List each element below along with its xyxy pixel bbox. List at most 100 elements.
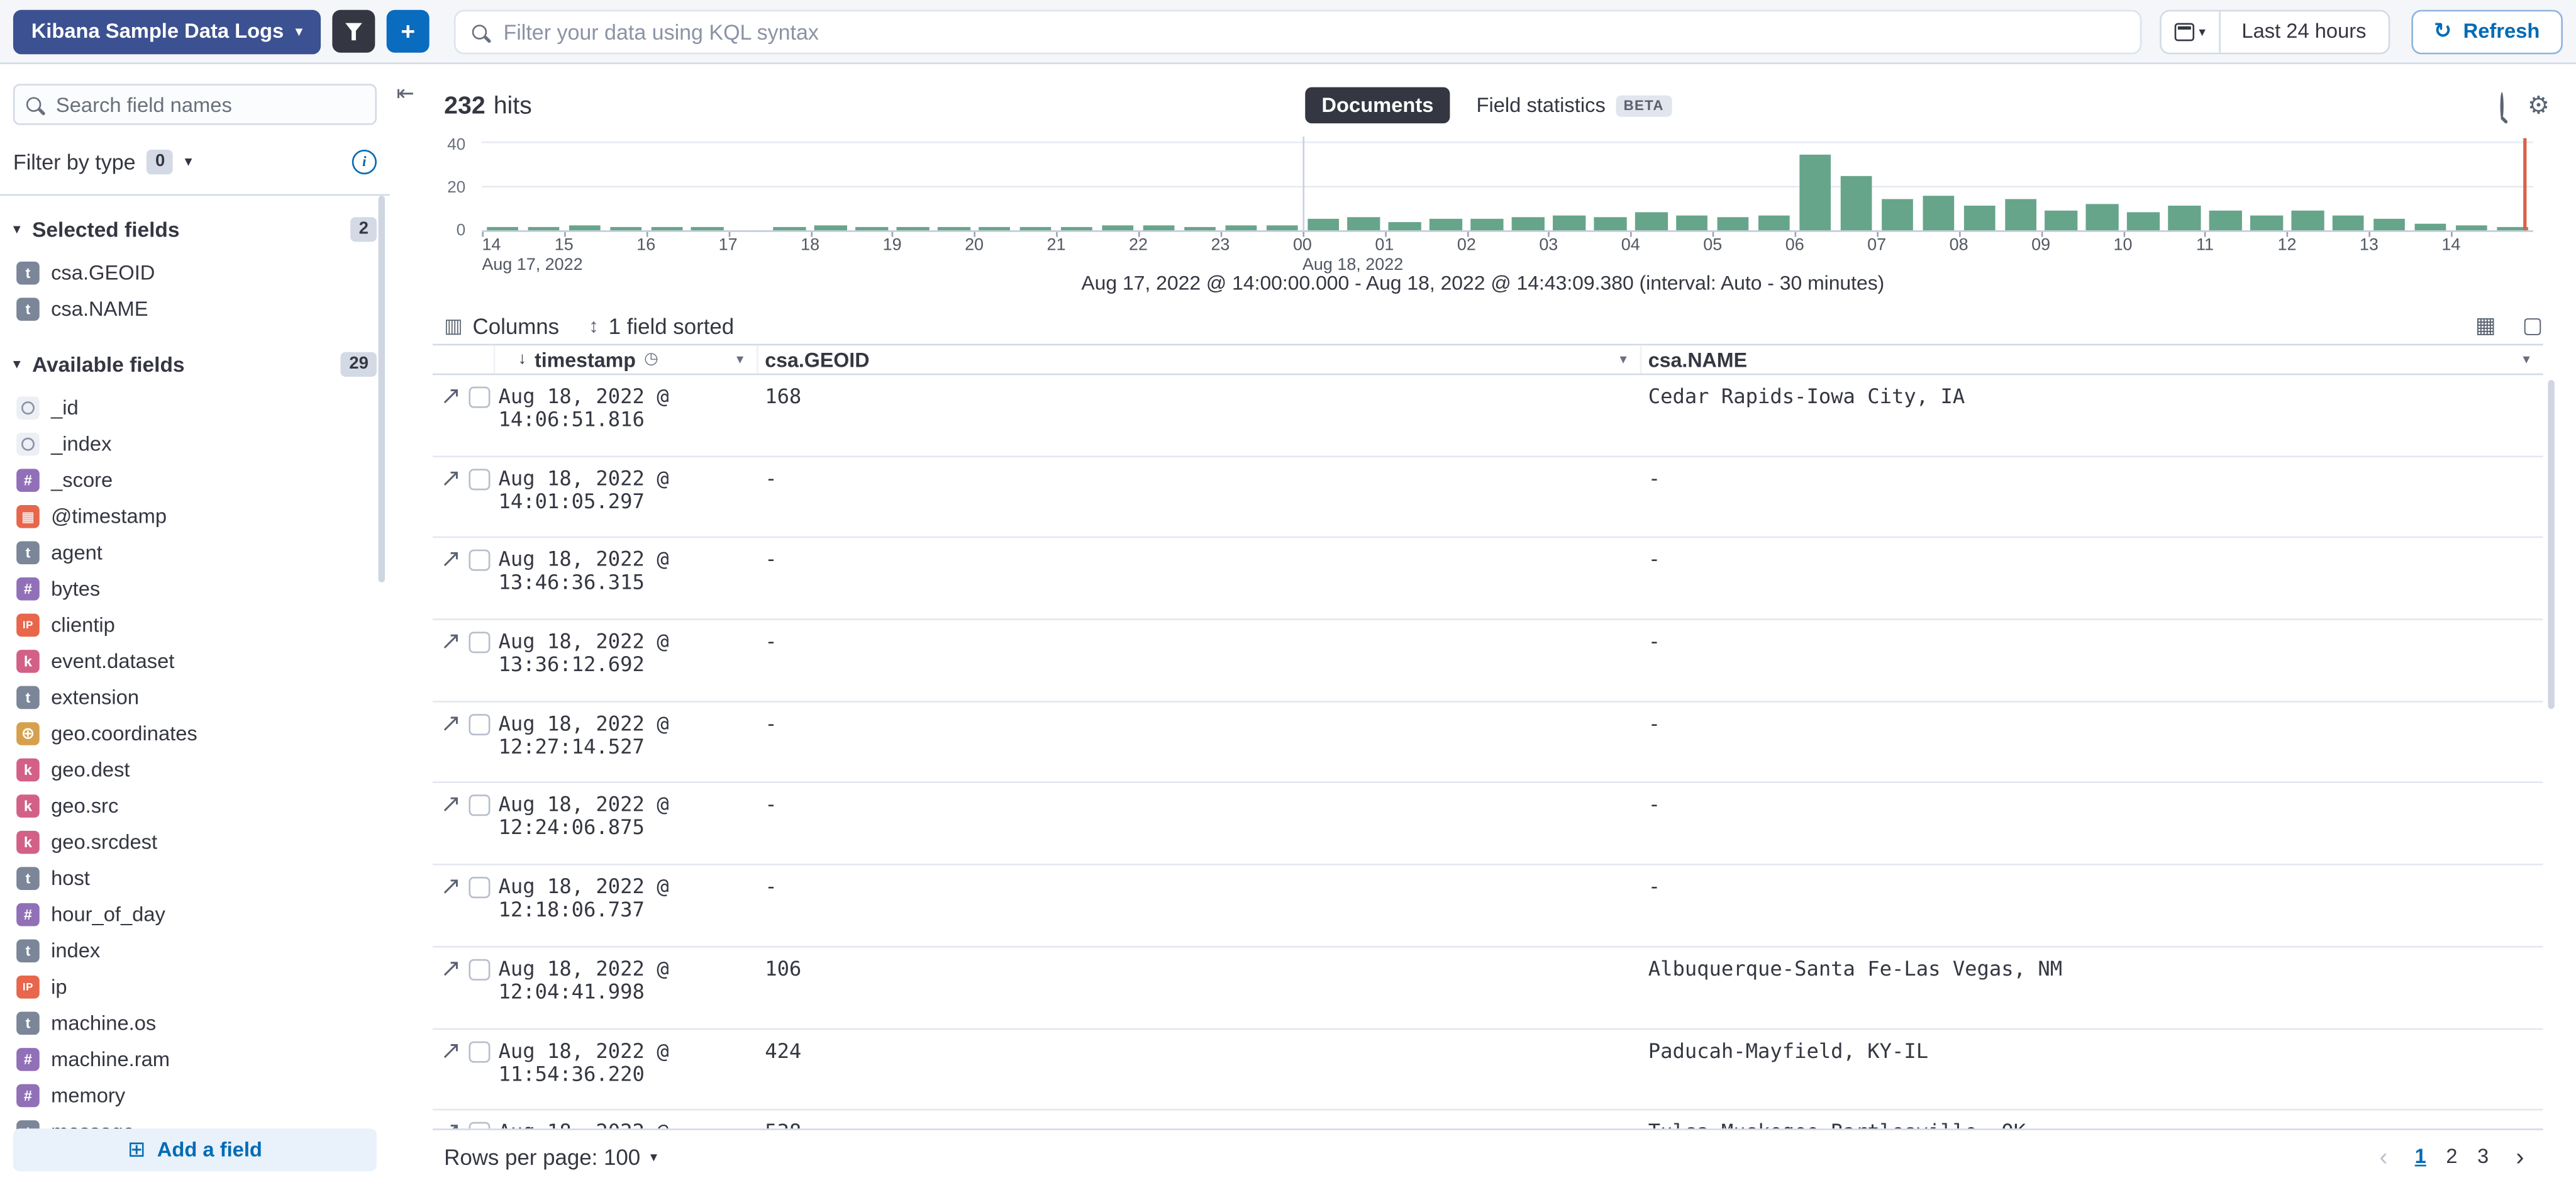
column-menu-icon[interactable]: ▾ [736,350,743,369]
histogram-bar [2292,211,2324,230]
filter-by-type-label: Filter by type [13,149,136,174]
field-item-bytes[interactable]: #bytes [13,571,377,608]
row-checkbox[interactable] [469,713,490,735]
beta-badge: BETA [1616,94,1672,116]
columns-button[interactable]: ▥ Columns [444,313,559,338]
expand-row-icon[interactable] [443,1124,459,1128]
expand-row-icon[interactable] [443,552,459,568]
field-type-icon: k [16,831,40,854]
tab-documents[interactable]: Documents [1305,87,1450,124]
page-button-1[interactable]: 1 [2405,1145,2436,1168]
filter-by-type-button[interactable]: Filter by type 0 ▾ i [13,142,377,181]
field-item-hour_of_day[interactable]: #hour_of_day [13,896,377,933]
field-item-machine.ram[interactable]: #machine.ram [13,1042,377,1078]
field-item-extension[interactable]: textension [13,679,377,716]
info-icon[interactable]: i [352,149,377,174]
display-density-icon[interactable]: ▦ [2475,313,2496,339]
field-label: _id [51,396,79,420]
field-item-csa.GEOID[interactable]: tcsa.GEOID [13,255,377,291]
field-type-icon: t [16,262,40,285]
field-item-geo.srcdest[interactable]: kgeo.srcdest [13,824,377,860]
cell-timestamp: Aug 18, 2022 @ 14:01:05.297 [495,457,758,537]
cell-timestamp: Aug 18, 2022 @ 13:46:36.315 [495,538,758,618]
field-item-host[interactable]: thost [13,860,377,897]
field-item-memory[interactable]: #memory [13,1077,377,1114]
x-tick-label: 05 [1703,237,1722,255]
column-menu-icon[interactable]: ▾ [2523,350,2529,369]
row-checkbox[interactable] [469,550,490,572]
field-item-_score[interactable]: #_score [13,462,377,499]
next-page-button[interactable]: › [2504,1142,2536,1170]
expand-row-icon[interactable] [443,470,459,486]
available-fields-header[interactable]: ▾ Available fields 29 [13,348,377,378]
field-search-input[interactable] [53,91,364,118]
column-header-timestamp[interactable]: ↓ timestamp ◷ ▾ [495,345,758,373]
collapse-sidebar-button[interactable]: ⇤ [396,81,414,107]
tab-field-statistics[interactable]: Field statistics BETA [1460,87,1689,124]
row-checkbox[interactable] [469,959,490,980]
add-filter-button[interactable]: + [387,10,430,53]
calendar-button[interactable]: ▾ [2161,11,2220,52]
row-checkbox[interactable] [469,1122,490,1128]
field-item-ip[interactable]: IPip [13,969,377,1006]
table-row: Aug 18, 2022 @ 11:54:36.220424Paducah-Ma… [433,1029,2543,1111]
row-checkbox[interactable] [469,877,490,898]
x-tick-label: 13 [2360,237,2379,255]
field-item-geo.coordinates[interactable]: ⊕geo.coordinates [13,716,377,752]
expand-row-icon[interactable] [443,879,459,895]
histogram-bar [1923,196,1955,230]
row-checkbox[interactable] [469,632,490,654]
field-item-index[interactable]: tindex [13,933,377,969]
expand-row-icon[interactable] [443,715,459,732]
time-range-button[interactable]: Last 24 hours [2220,11,2387,52]
field-type-icon: # [16,1048,40,1071]
refresh-button[interactable]: ↻ Refresh [2411,9,2563,53]
rows-per-page-button[interactable]: Rows per page: 100 ▾ [444,1144,657,1169]
prev-page-button[interactable]: ‹ [2367,1142,2400,1170]
gear-icon[interactable]: ⚙ [2528,93,2550,118]
row-checkbox[interactable] [469,1040,490,1062]
selected-fields-header[interactable]: ▾ Selected fields 2 [13,214,377,243]
row-checkbox[interactable] [469,387,490,408]
field-item-event.dataset[interactable]: kevent.dataset [13,643,377,680]
field-item-agent[interactable]: tagent [13,535,377,571]
field-item-@timestamp[interactable]: ▦@timestamp [13,498,377,535]
column-menu-icon[interactable]: ▾ [1620,350,1627,369]
field-label: ip [51,976,67,999]
histogram-plot-area[interactable] [482,136,2533,232]
expand-row-icon[interactable] [443,633,459,650]
expand-row-icon[interactable] [443,388,459,404]
field-item-geo.src[interactable]: kgeo.src [13,788,377,825]
row-controls [433,784,495,864]
expand-row-icon[interactable] [443,960,459,977]
field-item-geo.dest[interactable]: kgeo.dest [13,752,377,788]
sort-fields-button[interactable]: ↕ 1 field sorted [589,313,734,338]
fullscreen-icon[interactable]: ▢ [2523,313,2543,339]
saved-queries-button[interactable] [332,10,375,53]
column-header-name[interactable]: csa.NAME ▾ [1641,345,2543,373]
field-label: bytes [51,577,100,601]
expand-row-icon[interactable] [443,797,459,813]
field-item-machine.os[interactable]: tmachine.os [13,1005,377,1042]
field-item-csa.NAME[interactable]: tcsa.NAME [13,291,377,328]
field-search-bar[interactable] [13,84,377,125]
histogram-bar [1307,220,1339,230]
table-row: Aug 18, 2022 @ 12:18:06.737-- [433,865,2543,947]
data-view-picker[interactable]: Kibana Sample Data Logs ▾ [13,9,321,53]
sidebar-scrollbar[interactable] [379,196,385,582]
expand-row-icon[interactable] [443,1042,459,1059]
inspect-icon[interactable] [2499,93,2502,118]
field-item-_index[interactable]: _index [13,426,377,462]
grid-scrollbar[interactable] [2548,380,2554,709]
field-item-_id[interactable]: _id [13,390,377,426]
field-item-clientip[interactable]: IPclientip [13,607,377,643]
row-checkbox[interactable] [469,469,490,490]
kql-input[interactable] [500,17,2123,45]
row-checkbox[interactable] [469,795,490,816]
cell-timestamp: Aug 18, 2022 @ 12:24:06.875 [495,784,758,864]
page-button-3[interactable]: 3 [2467,1145,2499,1168]
page-button-2[interactable]: 2 [2436,1145,2468,1168]
column-header-geoid[interactable]: csa.GEOID ▾ [758,345,1642,373]
kql-search-bar[interactable] [454,9,2141,53]
add-field-button[interactable]: ⊞ Add a field [13,1128,377,1171]
